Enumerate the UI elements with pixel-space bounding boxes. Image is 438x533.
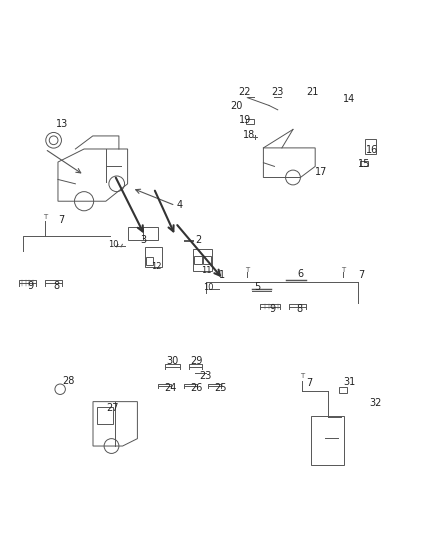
Text: T: T (341, 266, 345, 273)
Bar (97, 407, 113, 424)
Text: 24: 24 (165, 383, 177, 393)
Bar (146, 257, 153, 265)
Text: T: T (43, 214, 47, 220)
Text: 10: 10 (203, 284, 213, 293)
Text: 7: 7 (58, 215, 64, 225)
Text: 9: 9 (269, 304, 275, 314)
Text: 18: 18 (243, 130, 255, 140)
Text: 20: 20 (230, 101, 242, 111)
Text: 8: 8 (297, 304, 303, 314)
Text: 22: 22 (239, 86, 251, 96)
Text: 8: 8 (53, 281, 60, 291)
Text: 26: 26 (191, 383, 203, 393)
Text: 1: 1 (219, 270, 225, 280)
Text: 2: 2 (195, 235, 201, 245)
Text: 9: 9 (28, 281, 34, 291)
Text: 31: 31 (343, 377, 355, 387)
Bar (127, 228, 143, 240)
Bar (145, 247, 162, 266)
Text: 27: 27 (107, 403, 119, 413)
Text: 16: 16 (366, 146, 378, 155)
Bar (143, 228, 158, 240)
Text: 21: 21 (306, 87, 318, 98)
Text: 12: 12 (152, 262, 162, 271)
Bar (360, 161, 368, 166)
Text: T: T (245, 266, 249, 273)
Bar (339, 387, 347, 393)
Bar (365, 139, 376, 154)
Text: 6: 6 (297, 269, 304, 279)
Text: 10: 10 (108, 240, 119, 249)
Text: T: T (300, 373, 304, 379)
Text: 32: 32 (369, 398, 381, 408)
Text: 4: 4 (177, 200, 183, 210)
Text: 14: 14 (343, 94, 355, 104)
Text: 7: 7 (358, 270, 364, 280)
Bar (193, 249, 212, 271)
Text: 15: 15 (358, 159, 371, 169)
Text: 29: 29 (191, 357, 203, 366)
Text: 17: 17 (315, 167, 327, 177)
Text: 7: 7 (306, 378, 312, 388)
Text: 13: 13 (56, 119, 68, 129)
Text: 19: 19 (239, 115, 251, 125)
Text: 11: 11 (201, 265, 211, 274)
Text: 23: 23 (271, 86, 283, 96)
Text: 3: 3 (141, 235, 147, 245)
Text: 23: 23 (199, 371, 212, 381)
Text: 30: 30 (167, 357, 179, 366)
Text: 25: 25 (215, 383, 227, 393)
Text: 28: 28 (62, 376, 75, 386)
Bar (194, 256, 201, 264)
Text: 5: 5 (254, 281, 260, 292)
Bar (203, 256, 211, 264)
Bar (247, 118, 254, 124)
